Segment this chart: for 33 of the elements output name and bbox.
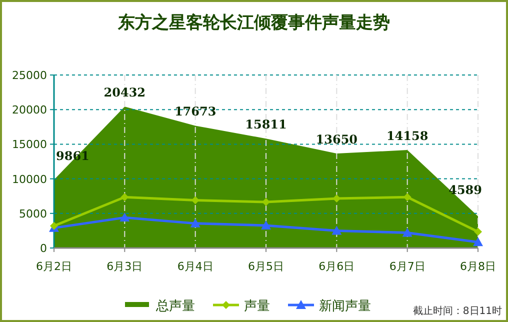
x-tick-label: 6月5日 (248, 260, 284, 273)
y-tick-label: 20000 (12, 104, 47, 117)
x-tick-label: 6月6日 (318, 260, 355, 273)
y-tick-label: 10000 (12, 172, 47, 186)
point (191, 196, 200, 204)
x-tick-label: 6月8日 (460, 260, 496, 273)
data-label: 17673 (174, 104, 216, 119)
data-label: 4589 (448, 183, 482, 198)
point (332, 226, 342, 235)
data-label: 14158 (386, 129, 428, 144)
data-label: 13650 (316, 132, 358, 147)
y-tick-label: 25000 (12, 69, 47, 82)
data-label: 15811 (245, 118, 287, 132)
y-tick-label: 5000 (19, 207, 47, 220)
x-tick-label: 6月4日 (177, 260, 214, 273)
legend-label: 新闻声量 (319, 299, 371, 314)
y-tick-label: 0 (40, 242, 47, 255)
x-tick-label: 6月7日 (389, 260, 426, 273)
chart-title: 东方之星客轮长江倾覆事件声量走势 (117, 13, 390, 33)
text: 截止时间：8日11时 (412, 305, 502, 317)
x-tick-label: 6月3日 (106, 260, 143, 273)
point (261, 220, 271, 230)
legend-label: 总声量 (155, 299, 195, 314)
point (262, 198, 270, 206)
point (474, 228, 482, 236)
point (190, 218, 200, 228)
point (473, 237, 483, 246)
point (120, 212, 130, 222)
data-label: 20432 (104, 86, 146, 100)
point (402, 228, 412, 237)
x-tick-label: 6月2日 (36, 260, 72, 273)
legend-label: 声量 (244, 299, 270, 314)
y-tick-label: 15000 (12, 138, 47, 152)
